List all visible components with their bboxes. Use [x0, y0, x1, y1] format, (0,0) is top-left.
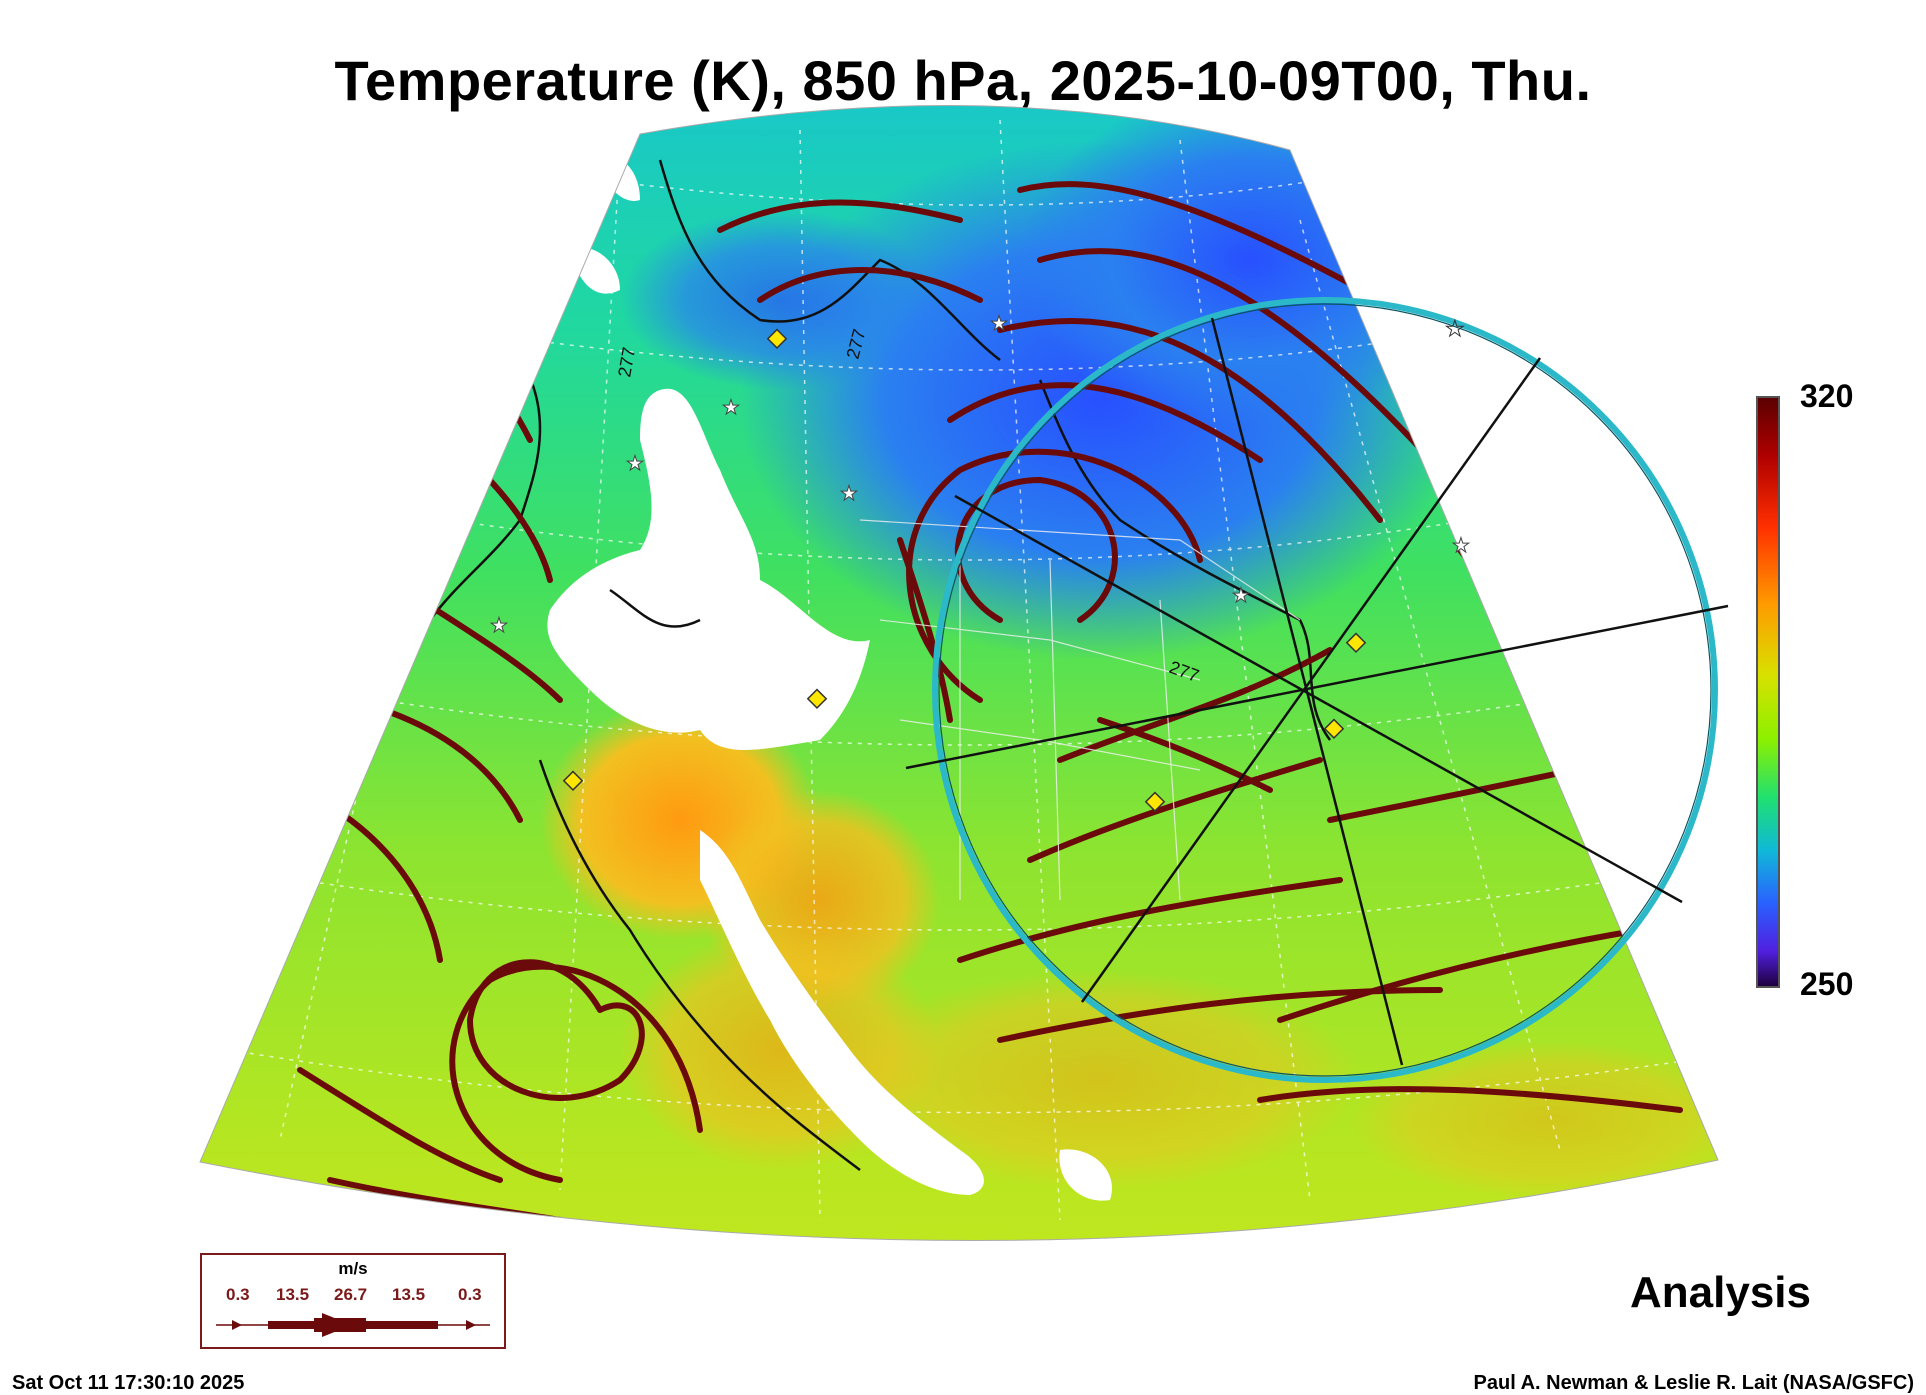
- footer-timestamp: Sat Oct 11 17:30:10 2025: [12, 1372, 245, 1394]
- station-marker[interactable]: [1323, 718, 1345, 739]
- missing-data-region: [700, 830, 984, 1195]
- star-icon: ★: [1232, 585, 1250, 607]
- wind-speed-legend: m/s 0.3 13.5 26.7 13.5 0.3: [200, 1253, 506, 1349]
- wind-legend-value: 13.5: [392, 1285, 426, 1304]
- temperature-field: [200, 105, 1718, 1241]
- wind-legend-value: 13.5: [276, 1285, 310, 1304]
- star-icon: ★: [1445, 316, 1465, 341]
- wind-legend-value: 0.3: [458, 1285, 482, 1304]
- coastlines: [859, 519, 1301, 901]
- temperature-colorbar: [1756, 396, 1780, 988]
- star-icon: ★: [840, 483, 858, 505]
- range-ring: [932, 297, 1718, 1083]
- wind-legend-value: 26.7: [334, 1285, 368, 1304]
- analysis-label: Analysis: [1630, 1268, 1811, 1317]
- footer-credit: Paul A. Newman & Leslie R. Lait (NASA/GS…: [1473, 1372, 1914, 1394]
- map-title: Temperature (K), 850 hPa, 2025-10-09T00,…: [334, 49, 1592, 112]
- wind-units-label: m/s: [338, 1259, 368, 1278]
- station-marker[interactable]: [562, 770, 584, 791]
- star-icon: ★: [722, 397, 740, 419]
- missing-data-region: [1059, 1149, 1112, 1201]
- cross-section-lines: [905, 317, 1729, 1066]
- station-marker[interactable]: [1144, 791, 1166, 812]
- star-icon: ★: [626, 453, 644, 475]
- colorbar-max-label: 320: [1800, 378, 1854, 414]
- station-marker[interactable]: [806, 688, 828, 709]
- station-markers[interactable]: [562, 328, 1367, 812]
- colorbar-min-label: 250: [1800, 966, 1854, 1002]
- missing-data-region: [547, 388, 870, 750]
- wind-legend-value: 0.3: [226, 1285, 250, 1304]
- map-domain-outline: [199, 105, 1719, 1241]
- star-icon: ★: [990, 313, 1008, 335]
- star-icon: ★: [1452, 535, 1470, 557]
- station-marker[interactable]: [1345, 632, 1367, 653]
- station-marker[interactable]: [766, 328, 788, 349]
- star-markers: ★ ★ ★ ★ ★ ★ ★ ★: [490, 313, 1471, 638]
- wind-legend-arrow: [216, 1313, 490, 1337]
- star-icon: ★: [490, 615, 508, 637]
